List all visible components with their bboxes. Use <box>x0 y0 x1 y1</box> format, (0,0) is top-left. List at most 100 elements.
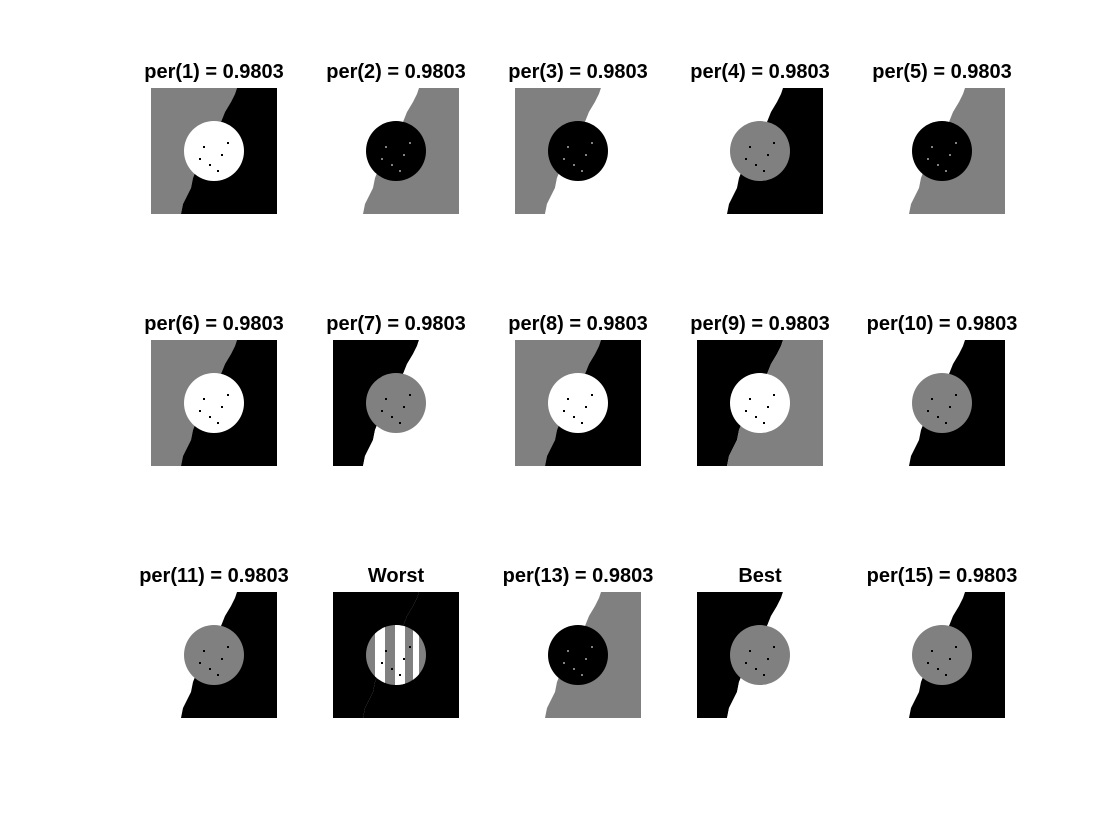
noise-speck <box>585 406 587 408</box>
noise-speck <box>563 410 565 412</box>
noise-speck <box>385 650 387 652</box>
noise-speck <box>199 662 201 664</box>
noise-speck <box>227 394 229 396</box>
noise-speck <box>217 170 219 172</box>
noise-speck <box>931 398 933 400</box>
segmentation-image <box>879 340 1005 466</box>
disk-region <box>912 625 972 685</box>
subplot-panel: per(1) = 0.9803 <box>119 60 309 220</box>
noise-speck <box>755 416 757 418</box>
noise-speck <box>391 668 393 670</box>
noise-speck <box>749 650 751 652</box>
noise-speck <box>217 422 219 424</box>
noise-speck <box>745 662 747 664</box>
subplot-title: per(3) = 0.9803 <box>508 61 648 83</box>
segmentation-image <box>151 592 277 718</box>
noise-speck <box>209 668 211 670</box>
noise-speck <box>573 668 575 670</box>
noise-speck <box>381 662 383 664</box>
noise-speck <box>403 154 405 156</box>
subplot-panel: per(3) = 0.9803 <box>483 60 673 220</box>
noise-speck <box>403 406 405 408</box>
noise-speck <box>381 158 383 160</box>
noise-speck <box>409 142 411 144</box>
noise-speck <box>945 422 947 424</box>
subplot-panel: Worst <box>301 564 491 724</box>
noise-speck <box>767 406 769 408</box>
noise-speck <box>763 674 765 676</box>
noise-speck <box>399 170 401 172</box>
noise-speck <box>199 158 201 160</box>
noise-speck <box>221 406 223 408</box>
noise-speck <box>949 658 951 660</box>
noise-speck <box>585 658 587 660</box>
disk-region <box>548 121 608 181</box>
segmentation-image <box>879 88 1005 214</box>
noise-speck <box>199 410 201 412</box>
subplot-panel: per(10) = 0.9803 <box>847 312 1037 472</box>
noise-speck <box>391 416 393 418</box>
segmentation-image <box>333 592 459 718</box>
noise-speck <box>755 164 757 166</box>
noise-speck <box>763 422 765 424</box>
noise-speck <box>763 170 765 172</box>
segmentation-image <box>515 592 641 718</box>
subplot-title: per(13) = 0.9803 <box>502 565 654 587</box>
noise-speck <box>381 410 383 412</box>
segmentation-image <box>697 88 823 214</box>
noise-speck <box>581 170 583 172</box>
noise-speck <box>931 146 933 148</box>
subplot-panel: per(15) = 0.9803 <box>847 564 1037 724</box>
subplot-title: per(1) = 0.9803 <box>144 61 284 83</box>
noise-speck <box>227 142 229 144</box>
segmentation-image <box>333 340 459 466</box>
noise-speck <box>591 394 593 396</box>
disk-region <box>730 121 790 181</box>
noise-speck <box>945 674 947 676</box>
noise-speck <box>773 646 775 648</box>
subplot-title: per(8) = 0.9803 <box>508 313 648 335</box>
noise-speck <box>767 658 769 660</box>
noise-speck <box>927 410 929 412</box>
noise-speck <box>955 142 957 144</box>
noise-speck <box>955 646 957 648</box>
subplot-title: per(15) = 0.9803 <box>866 565 1018 587</box>
disk-region <box>366 121 426 181</box>
disk-region <box>730 625 790 685</box>
noise-speck <box>391 164 393 166</box>
disk-region <box>366 373 426 433</box>
noise-speck <box>567 650 569 652</box>
subplot-title: per(4) = 0.9803 <box>690 61 830 83</box>
subplot-title: per(10) = 0.9803 <box>866 313 1018 335</box>
noise-speck <box>945 170 947 172</box>
noise-speck <box>745 158 747 160</box>
noise-speck <box>399 674 401 676</box>
noise-speck <box>563 158 565 160</box>
noise-speck <box>573 416 575 418</box>
noise-speck <box>755 668 757 670</box>
disk-region <box>184 625 244 685</box>
noise-speck <box>563 662 565 664</box>
subplot-title: per(7) = 0.9803 <box>326 313 466 335</box>
subplot-title: per(2) = 0.9803 <box>326 61 466 83</box>
subplot-panel: per(4) = 0.9803 <box>665 60 855 220</box>
noise-speck <box>409 394 411 396</box>
noise-speck <box>955 394 957 396</box>
disk-band <box>395 625 405 685</box>
noise-speck <box>209 164 211 166</box>
noise-speck <box>749 146 751 148</box>
noise-speck <box>209 416 211 418</box>
subplot-panel: per(5) = 0.9803 <box>847 60 1037 220</box>
noise-speck <box>227 646 229 648</box>
noise-speck <box>217 674 219 676</box>
noise-speck <box>749 398 751 400</box>
noise-speck <box>773 142 775 144</box>
disk-region <box>184 373 244 433</box>
noise-speck <box>567 398 569 400</box>
noise-speck <box>591 646 593 648</box>
noise-speck <box>931 650 933 652</box>
segmentation-image <box>515 88 641 214</box>
subplot-panel: per(2) = 0.9803 <box>301 60 491 220</box>
noise-speck <box>949 154 951 156</box>
